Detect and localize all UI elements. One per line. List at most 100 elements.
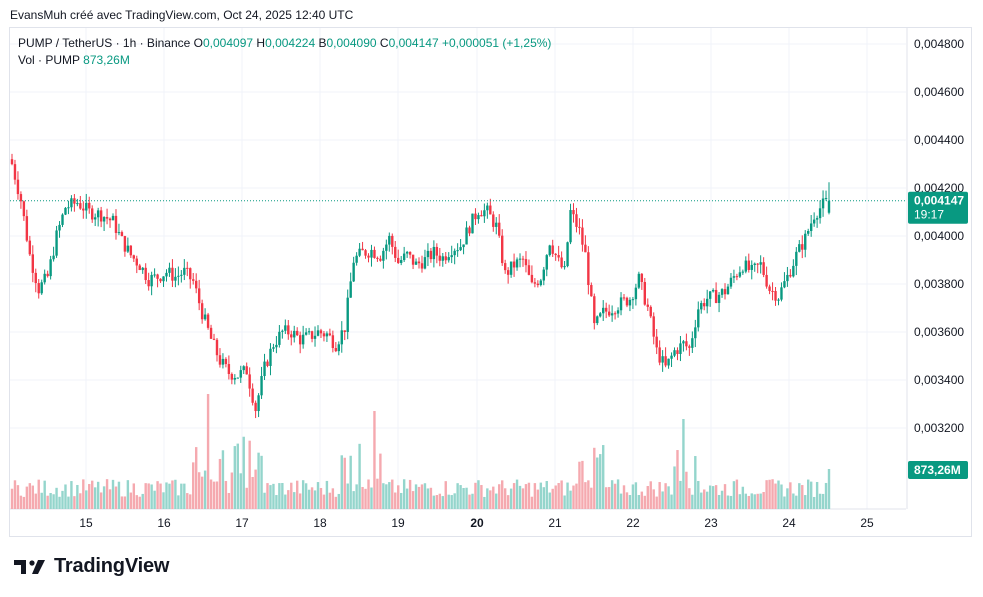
candle-body [631, 299, 635, 301]
candle-body [667, 358, 670, 366]
volume-bar [73, 496, 76, 509]
chart-frame[interactable] [9, 27, 972, 537]
y-tick-label: 0,003600 [914, 325, 964, 339]
volume-bar [417, 486, 421, 509]
volume-bar [518, 485, 522, 509]
volume-bar [221, 450, 225, 509]
tradingview-logo[interactable]: TradingView [12, 555, 169, 578]
candle-body [34, 272, 37, 284]
volume-bar [717, 494, 721, 509]
volume-bar [670, 494, 673, 509]
volume-bar [423, 483, 427, 509]
candle-body [444, 256, 447, 261]
volume-bar [798, 483, 801, 509]
x-tick-label: 19 [391, 516, 405, 530]
volume-bar [114, 486, 118, 509]
candle-body [581, 227, 584, 245]
low-value: 0,004090 [326, 36, 377, 50]
candle-body [726, 286, 730, 295]
y-tick-label: 0,003200 [914, 421, 964, 435]
volume-bar [524, 484, 528, 509]
candle-body [551, 245, 554, 254]
volume-bar [31, 485, 34, 509]
volume-bar [281, 483, 284, 509]
volume-bar [91, 480, 94, 509]
candle-body [114, 215, 118, 233]
volume-bar [438, 493, 442, 509]
volume-bar [153, 490, 156, 509]
candle-body [798, 244, 801, 252]
candle-body [465, 227, 468, 245]
candle-body [290, 334, 293, 338]
candle-body [414, 261, 418, 265]
candle-body [120, 232, 124, 237]
volume-bar [655, 496, 658, 509]
volume-bar [563, 495, 566, 509]
candle-body [688, 346, 691, 348]
candle-body [245, 366, 248, 375]
candle-body [622, 297, 626, 299]
volume-bar [239, 473, 242, 509]
candle-body [189, 268, 192, 280]
volume-bar [414, 484, 418, 509]
candle-body [91, 208, 94, 220]
volume-bar [203, 470, 207, 509]
volume-label[interactable]: Vol · PUMP [18, 53, 80, 67]
candle-body [82, 208, 85, 211]
candle-body [298, 335, 302, 345]
candle-body [171, 267, 174, 281]
volume-bar [753, 494, 756, 509]
candle-body [159, 278, 162, 282]
candle-body [539, 280, 543, 286]
candle-body [486, 205, 489, 211]
volume-bar [10, 488, 14, 509]
volume-bar [171, 480, 174, 509]
candle-body [542, 269, 545, 281]
volume-bar [408, 479, 412, 509]
candle-body [809, 223, 813, 231]
volume-bar [792, 493, 795, 509]
volume-bar [640, 491, 644, 509]
candle-body [221, 358, 225, 365]
y-tick-label: 0,004200 [914, 181, 964, 195]
volume-bar [575, 483, 578, 509]
volume-bar [694, 456, 697, 509]
candle-body [741, 271, 745, 273]
volume-value: 873,26M [83, 53, 130, 67]
volume-bar [22, 496, 26, 509]
candle-body [233, 377, 237, 380]
volume-bar [616, 479, 620, 509]
candle-body [22, 201, 26, 217]
candle-body [417, 261, 421, 264]
candle-body [394, 246, 397, 258]
candle-body [708, 291, 712, 299]
low-label: B [318, 36, 327, 50]
candle-body [310, 331, 314, 339]
symbol-label[interactable]: PUMP / TetherUS · 1h · Binance [18, 36, 191, 50]
volume-bar [435, 495, 439, 509]
candle-body [304, 332, 308, 335]
candle-body [557, 255, 560, 258]
volume-bar [159, 483, 162, 509]
candle-body [548, 245, 551, 256]
chart-caption: EvansMuh créé avec TradingView.com, Oct … [10, 8, 354, 22]
volume-bar [123, 496, 127, 509]
candle-body [55, 230, 58, 256]
x-tick-label: 15 [79, 516, 93, 530]
candle-body [530, 274, 534, 283]
candle-body [307, 331, 311, 333]
volume-bar [747, 495, 750, 509]
last-price-text: 0,004147 [914, 194, 964, 208]
candle-body [453, 250, 456, 256]
candle-body [821, 198, 825, 209]
volume-bar [313, 490, 317, 509]
volume-bar [388, 482, 391, 509]
candle-body [99, 210, 103, 222]
volume-bar [622, 485, 626, 509]
volume-bar [132, 483, 136, 509]
candle-body [747, 260, 750, 270]
volume-bar [652, 489, 655, 509]
volume-bar [483, 496, 486, 509]
candle-body [224, 358, 228, 365]
